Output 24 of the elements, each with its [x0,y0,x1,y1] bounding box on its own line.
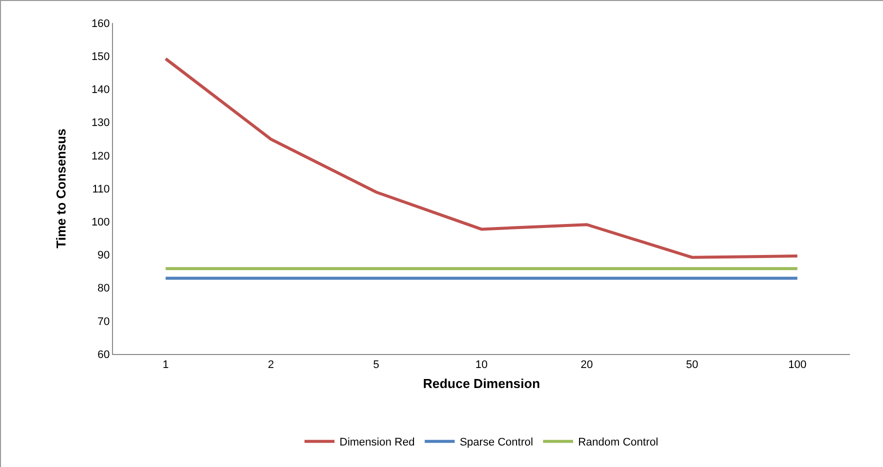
y-tick-label: 60 [98,348,110,361]
y-tick-label: 110 [92,183,110,196]
y-tick-label: 90 [98,250,110,262]
legend-label: Dimension Red [340,436,415,449]
y-tick-label: 80 [98,282,110,295]
y-tick-label: 70 [98,316,110,328]
legend-label: Random Control [578,436,658,449]
y-axis-title: Time to Consensus [53,128,68,248]
x-axis-title: Reduce Dimension [422,376,540,391]
x-tick-label: 50 [686,359,698,372]
x-tick-label: 10 [475,359,488,372]
line-series [164,57,799,259]
x-tick-label: 5 [373,359,380,372]
legend-label: Sparse Control [460,436,534,449]
x-tick-label: 20 [580,359,593,372]
x-tick-label: 2 [268,359,274,372]
y-tick-label: 160 [91,18,110,30]
y-tick-label: 150 [91,50,110,63]
y-tick-label: 120 [91,150,110,162]
y-tick-label: 100 [91,216,110,228]
x-tick-label: 100 [788,359,807,372]
x-tick-label: 1 [162,359,169,372]
y-tick-label: 140 [91,84,110,96]
y-tick-label: 130 [91,117,110,130]
